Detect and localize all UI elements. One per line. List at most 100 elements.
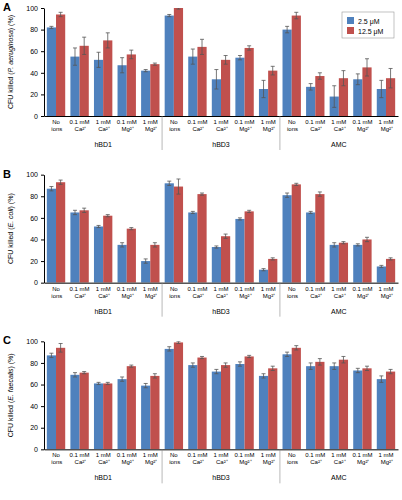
x-tick: 1 mM Mg²⁺ xyxy=(378,116,393,132)
x-tick: 1 mM Ca²⁺ xyxy=(214,116,229,132)
y-axis: 020406080100 xyxy=(26,171,44,286)
x-tick-label: 1 mM Ca²⁺ xyxy=(214,119,229,132)
y-tick: 100 xyxy=(26,5,44,12)
error-bar xyxy=(200,193,204,195)
error-bar xyxy=(106,382,110,384)
error-bar xyxy=(365,237,369,241)
y-tick: 100 xyxy=(26,338,44,345)
error-bar xyxy=(106,215,110,217)
y-axis-line xyxy=(44,342,45,450)
y-tick: 0 xyxy=(34,113,44,120)
error-bar xyxy=(224,363,228,367)
x-axis-line xyxy=(45,116,399,117)
x-tick-label: 1 mM Mg²⁺ xyxy=(378,452,393,465)
group-label: hBD3 xyxy=(212,141,230,148)
x-tick-label: 0.1 mM Ca²⁺ xyxy=(70,286,90,299)
bar xyxy=(47,355,56,449)
y-tick-mark xyxy=(41,8,44,9)
bar xyxy=(221,236,230,282)
error-bar xyxy=(59,12,63,16)
y-tick-label: 0 xyxy=(34,279,38,286)
x-tick: 1 mM Ca²⁺ xyxy=(214,283,229,299)
bar xyxy=(330,366,339,449)
error-bar xyxy=(247,46,251,50)
error-bar xyxy=(214,369,218,373)
group-label: hBD3 xyxy=(212,308,230,315)
error-bar xyxy=(129,50,133,59)
x-tick: 0.1 mM Ca²⁺ xyxy=(70,449,90,465)
bar xyxy=(103,216,112,283)
bar xyxy=(47,189,56,283)
x-tick: No ions xyxy=(50,116,63,132)
y-tick-label: 40 xyxy=(30,403,38,410)
panel: BCFU killed (E. coli) (%)020406080100No … xyxy=(3,168,399,317)
x-tick: 0.1 mM Ca²⁺ xyxy=(305,449,325,465)
x-tick: 1 mM Ca²⁺ xyxy=(96,449,111,465)
y-tick: 0 xyxy=(34,446,44,453)
x-tick-label: 0.1 mM Ca²⁺ xyxy=(305,452,325,465)
error-bar xyxy=(73,210,77,214)
y-tick-mark xyxy=(41,449,44,450)
x-tick-label: 0.1 mM Mg²⁺ xyxy=(352,452,372,465)
panel-label: A xyxy=(3,1,11,13)
legend-item: 2.5 μM xyxy=(347,17,380,26)
y-tick: 80 xyxy=(30,360,44,367)
x-tick-label: No ions xyxy=(168,119,181,132)
legend: 2.5 μM 12.5 μM xyxy=(342,12,394,38)
error-bar xyxy=(49,26,53,28)
x-tick-label: 0.1 mM Mg²⁺ xyxy=(117,119,137,132)
error-bar xyxy=(191,49,195,64)
bar xyxy=(245,211,254,282)
bar xyxy=(127,229,136,283)
bar xyxy=(245,48,254,116)
bar xyxy=(47,27,56,116)
x-tick-label: 0.1 mM Ca²⁺ xyxy=(305,119,325,132)
x-tick-label: 1 mM Mg²⁺ xyxy=(143,286,158,299)
bar xyxy=(306,87,315,116)
legend-label: 12.5 μM xyxy=(358,28,384,36)
x-tick: 0.1 mM Mg²⁺ xyxy=(352,449,372,465)
error-bar xyxy=(176,179,180,194)
error-bar xyxy=(356,74,360,85)
bar xyxy=(94,227,103,283)
x-tick: 0.1 mM Ca²⁺ xyxy=(187,116,207,132)
y-tick-label: 80 xyxy=(30,360,38,367)
y-axis-title: CFU killed (E. faecalis) (%) xyxy=(7,353,15,437)
bar xyxy=(118,65,127,116)
y-tick: 20 xyxy=(30,424,44,431)
group-label: AMC xyxy=(331,308,347,315)
group-separator xyxy=(279,283,280,317)
group-separator xyxy=(279,449,280,483)
error-bar xyxy=(82,372,86,374)
error-bar xyxy=(341,356,345,362)
x-tick: 0.1 mM Ca²⁺ xyxy=(305,116,325,132)
x-tick: No ions xyxy=(168,116,181,132)
y-tick-mark xyxy=(41,196,44,197)
x-tick: 1 mM Ca²⁺ xyxy=(214,449,229,465)
bar xyxy=(353,79,362,116)
bar xyxy=(56,348,65,450)
bar xyxy=(118,379,127,449)
group-label: hBD1 xyxy=(94,474,112,481)
x-tick: 1 mM Mg²⁺ xyxy=(143,283,158,299)
bar xyxy=(212,372,221,450)
y-tick: 60 xyxy=(30,215,44,222)
y-tick-mark xyxy=(41,51,44,52)
bar xyxy=(70,375,79,450)
group-label: hBD1 xyxy=(94,141,112,148)
legend-item: 12.5 μM xyxy=(347,27,384,36)
y-tick: 20 xyxy=(30,258,44,265)
legend-swatch xyxy=(347,27,354,34)
bar xyxy=(268,259,277,283)
figure: A CFU killed (P. aeruginosa) (%) 0 20 40 60 80… xyxy=(0,0,402,500)
y-axis-title: CFU killed (P. aeruginosa) (%) xyxy=(7,15,15,109)
bar xyxy=(235,219,244,283)
error-bar xyxy=(309,84,313,90)
error-bar xyxy=(309,211,313,213)
error-bar xyxy=(153,243,157,247)
error-bar xyxy=(224,56,228,65)
x-tick: 0.1 mM Mg²⁺ xyxy=(117,116,137,132)
bar xyxy=(235,364,244,449)
error-bar xyxy=(389,258,393,260)
bar xyxy=(127,366,136,449)
